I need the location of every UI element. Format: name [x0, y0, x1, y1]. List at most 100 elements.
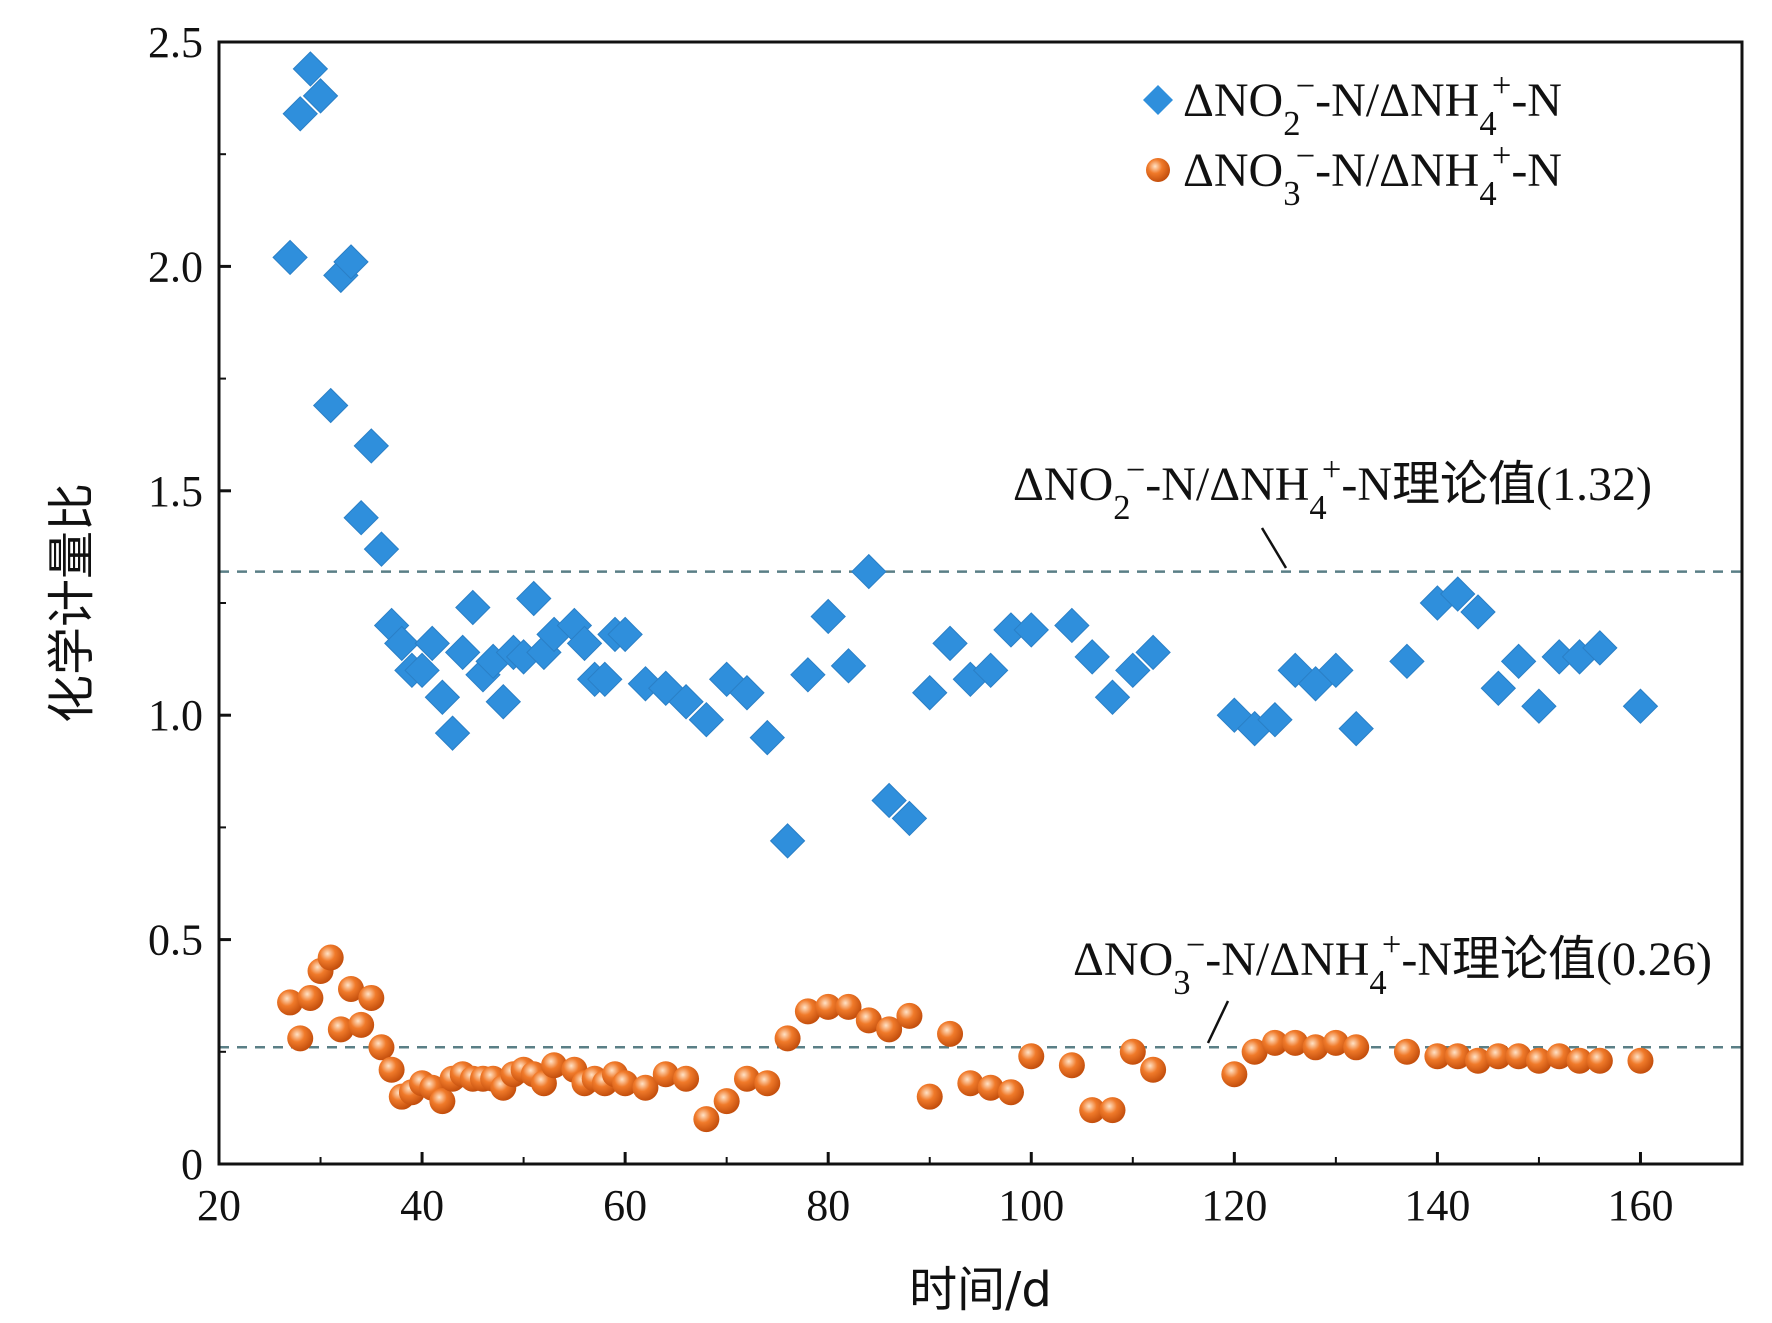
no3-point — [652, 1061, 679, 1088]
no3-point — [876, 1016, 903, 1043]
data-marks — [272, 51, 1659, 1133]
no2-point — [424, 679, 461, 715]
no3-point — [287, 1025, 314, 1052]
no3-point — [378, 1056, 405, 1083]
no3-point — [277, 989, 304, 1016]
reference-label-no2: ΔNO2−-N/ΔNH4+-N理论值(1.32) — [1013, 451, 1652, 527]
no3-point — [1302, 1034, 1329, 1061]
no3-point — [1444, 1043, 1471, 1070]
no2-point — [851, 553, 887, 590]
no3-point — [1566, 1047, 1593, 1074]
no3-point — [1465, 1047, 1492, 1074]
no2-point — [353, 428, 390, 464]
no2-point — [1521, 688, 1557, 724]
no3-point — [1525, 1047, 1552, 1074]
legend-marker-no3 — [1146, 158, 1170, 182]
no2-point — [1257, 701, 1293, 738]
legend-marker-no2 — [1143, 85, 1173, 115]
no2-point — [363, 531, 400, 567]
no3-point — [997, 1079, 1024, 1106]
no2-point — [668, 684, 704, 720]
no2-point — [1338, 710, 1374, 747]
no2-point — [1318, 652, 1354, 689]
no3-point — [815, 993, 842, 1020]
no2-point — [312, 387, 349, 424]
no2-point — [516, 580, 552, 617]
no3-point — [1343, 1034, 1370, 1061]
y-tick-label: 0.5 — [148, 916, 203, 965]
no3-point — [429, 1088, 456, 1115]
no2-point — [1439, 576, 1476, 612]
no3-point — [1018, 1043, 1045, 1070]
no2-point — [333, 244, 369, 280]
no2-point — [769, 823, 806, 859]
no3-point — [733, 1065, 760, 1092]
no3-point — [327, 1016, 354, 1043]
no3-point — [835, 993, 862, 1020]
no2-point — [292, 51, 329, 87]
no3-point — [368, 1034, 395, 1061]
no2-point — [912, 675, 948, 711]
no3-point — [1586, 1047, 1613, 1074]
no2-point — [749, 719, 785, 756]
no2-point — [1622, 688, 1659, 724]
no2-point — [485, 684, 522, 720]
no3-point — [896, 1002, 923, 1029]
no2-point — [688, 701, 725, 738]
x-tick-label: 80 — [806, 1181, 850, 1230]
no3-point — [713, 1088, 740, 1115]
no3-point — [916, 1083, 943, 1110]
no3-point — [1322, 1029, 1349, 1056]
no2-point — [1135, 634, 1171, 671]
no2-point — [607, 616, 643, 653]
y-axis-label: 化学计量比 — [44, 483, 100, 723]
no3-point — [1424, 1043, 1451, 1070]
x-tick-label: 100 — [998, 1181, 1064, 1230]
no3-point — [612, 1070, 639, 1097]
no2-point — [1094, 679, 1131, 715]
no3-point — [1099, 1097, 1126, 1124]
no3-point — [1119, 1038, 1146, 1065]
no2-point — [810, 598, 846, 635]
no2-point — [302, 78, 339, 114]
no2-point — [587, 661, 623, 698]
no2-point — [404, 652, 440, 689]
y-tick-label: 2.5 — [148, 18, 203, 67]
no3-point — [957, 1070, 984, 1097]
reference-leader — [1260, 527, 1288, 569]
no2-point — [384, 625, 420, 662]
no2-point — [932, 625, 968, 662]
no2-point — [1013, 612, 1049, 648]
no3-point — [937, 1020, 964, 1047]
no3-point — [1058, 1052, 1085, 1079]
legend-label-no2: ΔNO2−-N/ΔNH4+-N — [1183, 67, 1562, 143]
no3-point — [358, 984, 385, 1011]
legend-label-no3: ΔNO3−-N/ΔNH4+-N — [1183, 137, 1562, 213]
x-tick-label: 120 — [1201, 1181, 1267, 1230]
y-tick-label: 2.0 — [148, 242, 203, 291]
y-tick-label: 0 — [181, 1140, 203, 1189]
no2-point — [871, 782, 907, 819]
reference-labels: ΔNO2−-N/ΔNH4+-N理论值(1.32) ΔNO3−-N/ΔNH4+-N理… — [1013, 451, 1712, 1044]
x-tick-label: 20 — [197, 1181, 241, 1230]
no2-point — [790, 657, 826, 693]
tick-labels: 20 40 60 80 100 120 140 160 0 0.5 1.0 1.5 2.0 2.5 — [148, 18, 1673, 1230]
no2-point — [455, 589, 491, 626]
no2-point — [972, 652, 1009, 689]
no3-point — [1261, 1029, 1288, 1056]
no3-point — [632, 1074, 659, 1101]
no2-point — [1074, 639, 1110, 675]
x-tick-label: 160 — [1607, 1181, 1673, 1230]
no3-point — [673, 1065, 700, 1092]
no2-point — [414, 625, 450, 662]
no3-point — [317, 944, 344, 971]
no2-point — [1480, 670, 1517, 706]
no3-point — [1505, 1043, 1532, 1070]
no2-point — [444, 634, 481, 671]
x-axis-label: 时间/d — [909, 1262, 1052, 1318]
no3-point — [1282, 1029, 1309, 1056]
no3-point — [794, 998, 821, 1025]
no3-point — [1393, 1038, 1420, 1065]
no3-point — [1140, 1056, 1167, 1083]
